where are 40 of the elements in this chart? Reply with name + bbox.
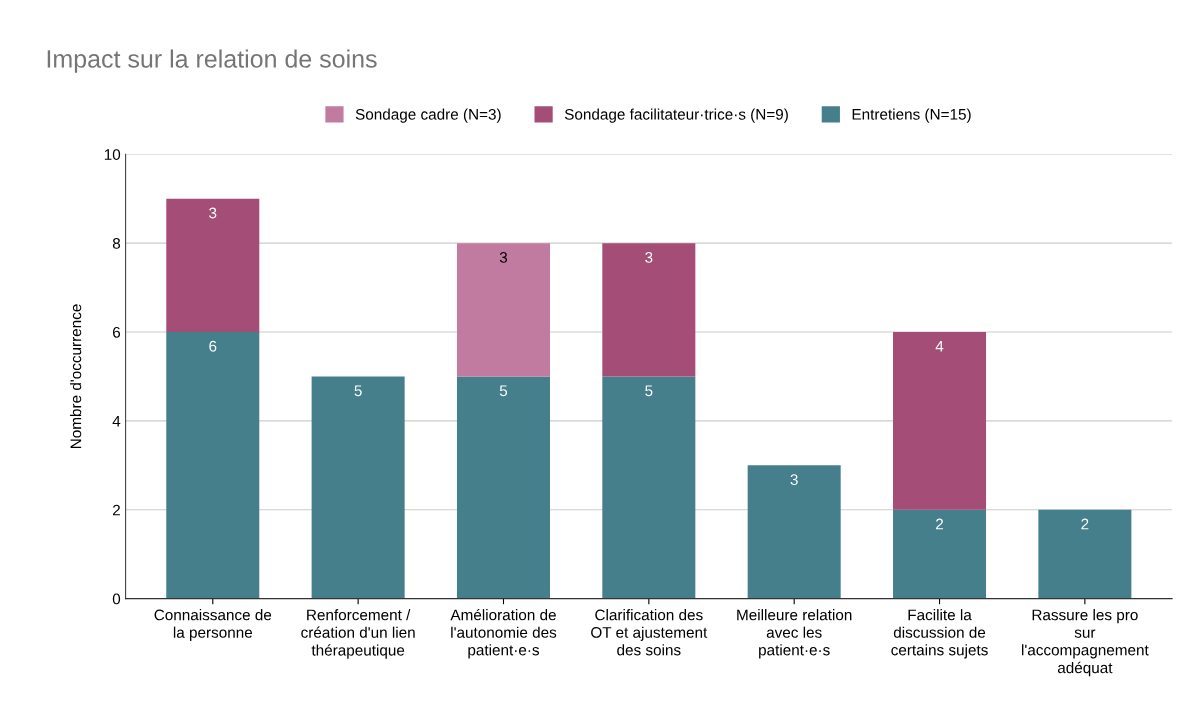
- y-tick-label: 0: [112, 593, 121, 605]
- data-label: 2: [1081, 518, 1089, 530]
- y-tick-label: 10: [104, 149, 121, 160]
- bar: [747, 465, 841, 599]
- data-label: 5: [499, 385, 508, 397]
- y-tick-label: 4: [112, 415, 121, 427]
- y-axis-title: Nombre d'occurrence: [70, 304, 82, 448]
- data-label: 4: [935, 341, 944, 352]
- bar: [893, 332, 987, 510]
- legend-label: Entretiens (N=15): [852, 108, 971, 123]
- chart-title: Impact sur la relation de soins: [47, 49, 377, 73]
- x-tick-label: Amélioration de l'autonomie des patient·e·s: [450, 608, 557, 659]
- x-tick-label: Facilite la discussion de certains sujets: [891, 609, 988, 659]
- y-tick-label: 8: [112, 238, 121, 249]
- bar: [311, 376, 405, 599]
- bar: [893, 509, 987, 599]
- bar: [166, 332, 260, 599]
- bar: [602, 376, 696, 599]
- x-tick-label: Connaissance de la personne: [154, 609, 272, 641]
- bar: [456, 376, 550, 599]
- x-tick-label: Meilleure relation avec les patient·e·s: [737, 609, 852, 659]
- y-tick-label: 6: [113, 326, 121, 338]
- data-label: 3: [499, 252, 508, 263]
- data-label: 6: [209, 340, 217, 352]
- data-label: 5: [645, 385, 653, 397]
- bar: [1038, 509, 1132, 599]
- data-label: 2: [936, 518, 944, 530]
- y-tick-label: 2: [112, 504, 120, 516]
- bar: [456, 243, 550, 377]
- data-label: 3: [790, 474, 798, 485]
- x-tick-label: Renforcement / création d'un lien thérapeutique: [301, 609, 415, 659]
- bar: [166, 198, 260, 333]
- x-tick-label: Clarification des OT et ajustement des soins: [591, 609, 708, 656]
- data-label: 3: [645, 252, 653, 263]
- x-tick-label: Rassure les pro sur l'accompagnement adéquat: [1022, 609, 1149, 677]
- bar: [602, 243, 696, 377]
- data-label: 5: [354, 385, 362, 397]
- data-label: 3: [209, 207, 217, 219]
- legend-label: Sondage cadre (N=3): [355, 108, 501, 123]
- legend-label: Sondage facilitateur·trice·s (N=9): [564, 108, 788, 123]
